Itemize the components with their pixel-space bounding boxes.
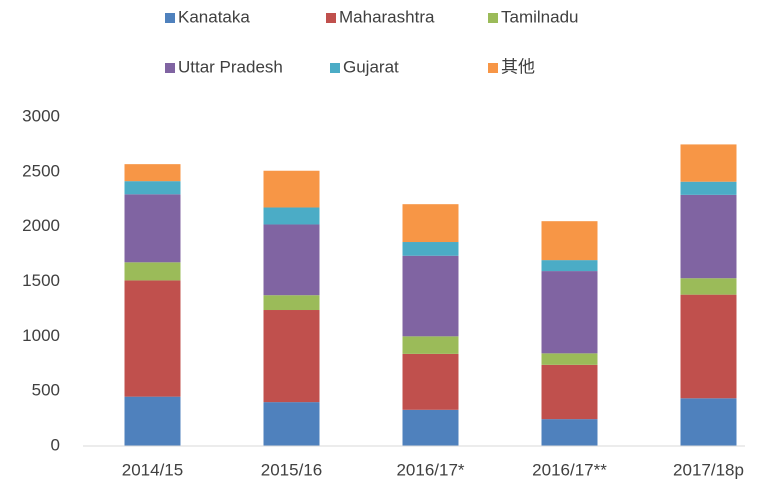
y-tick-label: 2500 xyxy=(22,161,60,180)
legend-swatch xyxy=(326,13,336,23)
legend-label: Kanataka xyxy=(178,7,250,26)
bar-segment xyxy=(680,278,737,295)
bar-segment xyxy=(402,242,459,256)
bar-segment xyxy=(541,419,598,446)
y-tick-label: 0 xyxy=(51,435,60,454)
bar-segment xyxy=(263,207,320,225)
x-tick-label: 2016/17* xyxy=(396,460,464,479)
bar-segment xyxy=(680,398,737,446)
y-tick-label: 3000 xyxy=(22,106,60,125)
bar-segment xyxy=(402,204,459,243)
legend-label: Gujarat xyxy=(343,57,399,76)
bar-segment xyxy=(402,353,459,410)
legend-label: 其他 xyxy=(501,57,535,76)
bar-segment xyxy=(541,221,598,261)
bar-segment xyxy=(263,402,320,446)
bar-segment xyxy=(263,224,320,296)
legend-swatch xyxy=(165,63,175,73)
x-tick-label: 2017/18p xyxy=(673,460,744,479)
x-tick-label: 2014/15 xyxy=(122,460,183,479)
bar-segment xyxy=(124,194,181,263)
y-tick-label: 1000 xyxy=(22,326,60,345)
bar-segment xyxy=(680,181,737,195)
y-tick-label: 500 xyxy=(32,381,60,400)
legend-swatch xyxy=(330,63,340,73)
legend-swatch xyxy=(488,63,498,73)
bar-segment xyxy=(680,194,737,279)
bar-segment xyxy=(263,310,320,403)
bar-segment xyxy=(402,255,459,337)
legend-swatch xyxy=(165,13,175,23)
legend-label: Uttar Pradesh xyxy=(178,57,283,76)
bar-segment xyxy=(680,144,737,182)
x-tick-label: 2015/16 xyxy=(261,460,322,479)
bar-segment xyxy=(541,364,598,420)
bar-segment xyxy=(124,396,181,446)
legend-label: Maharashtra xyxy=(339,7,435,26)
bar-segment xyxy=(402,336,459,354)
bar-segment xyxy=(541,260,598,272)
bar-segment xyxy=(541,271,598,354)
bar-segment xyxy=(263,295,320,311)
bar-segment xyxy=(124,164,181,182)
bar-segment xyxy=(263,170,320,208)
legend-label: Tamilnadu xyxy=(501,7,579,26)
bar-segment xyxy=(402,409,459,446)
bar-segment xyxy=(124,262,181,281)
bar-segment xyxy=(541,353,598,365)
legend-swatch xyxy=(488,13,498,23)
y-tick-label: 2000 xyxy=(22,216,60,235)
bar-segment xyxy=(124,280,181,397)
y-tick-label: 1500 xyxy=(22,271,60,290)
bar-segment xyxy=(124,181,181,195)
bar-segment xyxy=(680,294,737,399)
x-tick-label: 2016/17** xyxy=(532,460,607,479)
